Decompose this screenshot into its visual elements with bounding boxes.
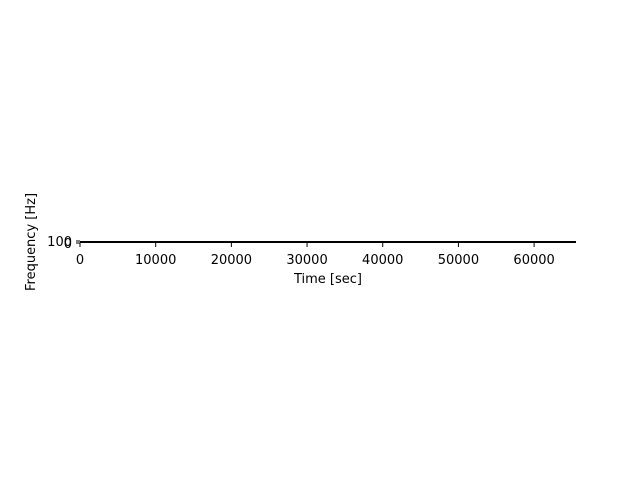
x-tick-label: 10000: [135, 253, 176, 268]
plot-area: [80, 241, 576, 243]
x-tick-label: 50000: [438, 253, 479, 268]
x-axis-ticks: 0 10000 20000 30000 40000 50000 60000: [76, 243, 555, 268]
x-tick-label: 40000: [362, 253, 403, 268]
y-tick-label: 100: [47, 235, 72, 250]
x-tick-label: 60000: [513, 253, 554, 268]
x-tick-label: 20000: [211, 253, 252, 268]
x-tick-label: 30000: [286, 253, 327, 268]
x-axis-label: Time [sec]: [293, 272, 362, 287]
y-tick-label: 0: [64, 237, 72, 252]
x-tick-label: 0: [76, 253, 84, 268]
y-axis-label: Frequency [Hz]: [24, 193, 39, 291]
